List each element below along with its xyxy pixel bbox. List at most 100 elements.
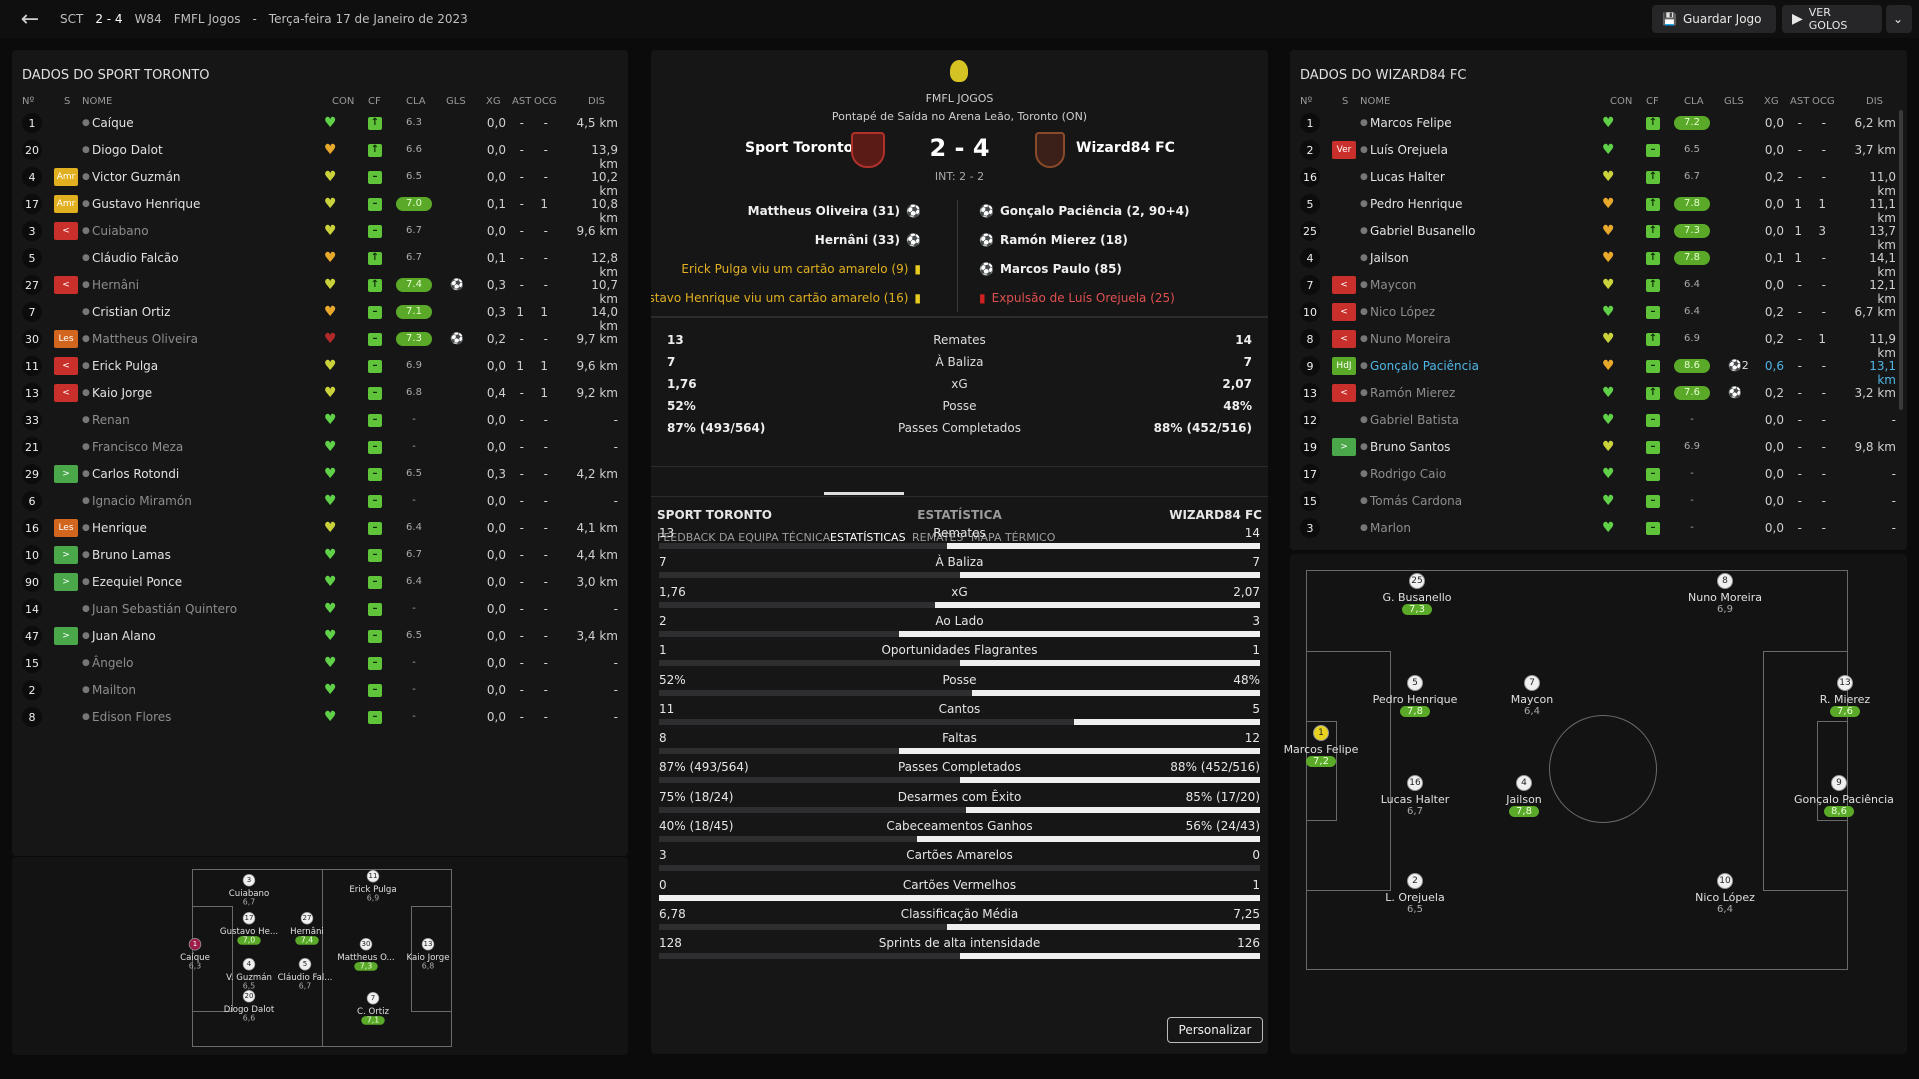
table-row[interactable]: 5 ● Pedro Henrique ♥ ↑ 7.8 0,0 1 1 11,1 km — [1290, 191, 1907, 225]
player-name[interactable]: Bruno Lamas — [92, 548, 171, 562]
player-token[interactable]: 30 Mattheus O... 7,3 — [331, 938, 401, 971]
table-row[interactable]: 17 Amr ● Gustavo Henrique ♥ – 7.0 0,1- 1 10,8 km — [12, 191, 628, 225]
player-name[interactable]: Victor Guzmán — [92, 170, 181, 184]
player-token[interactable]: 25 G. Busanello 7,3 — [1372, 573, 1462, 615]
player-token[interactable]: 13 Kaio Jorge 6,8 — [393, 938, 463, 971]
col-header-gls[interactable]: GLS — [446, 96, 466, 107]
player-name[interactable]: Marlon — [1370, 521, 1411, 535]
player-name[interactable]: Hernâni — [92, 278, 140, 292]
save-game-button[interactable]: 💾 Guardar Jogo — [1652, 5, 1776, 33]
table-row[interactable]: 2 Ver ● Luís Orejuela ♥ –6.5 0,0- -3,7 km — [1290, 137, 1907, 163]
player-token[interactable]: 16 Lucas Halter 6,7 — [1370, 775, 1460, 817]
away-team-name[interactable]: Wizard84 FC — [1076, 140, 1175, 156]
col-header-name[interactable]: NOME — [1360, 96, 1391, 107]
table-row[interactable]: 19 > ● Bruno Santos ♥ –6.9 0,0- -9,8 km — [1290, 434, 1907, 460]
table-row[interactable]: 8 ● Edison Flores ♥ – -0,0- - - — [12, 704, 628, 730]
player-token[interactable]: 20 Diogo Dalot 6,6 — [214, 990, 284, 1023]
player-token[interactable]: 4 Jailson 7,8 — [1479, 775, 1569, 817]
player-name[interactable]: Kaio Jorge — [92, 386, 153, 400]
player-name[interactable]: Tomás Cardona — [1370, 494, 1463, 508]
table-row[interactable]: 15 ● Ângelo ♥ – -0,0- - - — [12, 650, 628, 676]
player-name[interactable]: Lucas Halter — [1370, 170, 1445, 184]
player-name[interactable]: Cuiabano — [92, 224, 149, 238]
player-name[interactable]: Mattheus Oliveira — [92, 332, 198, 346]
player-name[interactable]: Cristian Ortiz — [92, 305, 171, 319]
table-row[interactable]: 14 ● Juan Sebastián Quintero ♥ – -0,0- - - — [12, 596, 628, 622]
goals-dropdown-chevron-icon[interactable]: ⌄ — [1886, 5, 1912, 33]
table-row[interactable]: 13 < ● Ramón Mierez ♥ ↑ 7.6 ⚽ 0,2- -3,2 km — [1290, 380, 1907, 406]
player-name[interactable]: Jailson — [1370, 251, 1409, 265]
player-name[interactable]: Erick Pulga — [92, 359, 159, 373]
table-row[interactable]: 16 ● Lucas Halter ♥ ↑ 6.7 0,2- -11,0 km — [1290, 164, 1907, 198]
player-token[interactable]: 27 Hernâni 7,4 — [272, 912, 342, 945]
player-name[interactable]: Bruno Santos — [1370, 440, 1451, 454]
player-name[interactable]: Gabriel Batista — [1370, 413, 1460, 427]
player-name[interactable]: Gustavo Henrique — [92, 197, 201, 211]
col-header-dis[interactable]: DIS — [1866, 96, 1883, 107]
table-row[interactable]: 27 < ● Hernâni ♥ ↑ 7.4 ⚽ 0,3- -10,7 km — [12, 272, 628, 306]
table-row[interactable]: 7 < ● Maycon ♥ ↑ 6.4 0,0- -12,1 km — [1290, 272, 1907, 306]
player-name[interactable]: Diogo Dalot — [92, 143, 163, 157]
player-name[interactable]: Luís Orejuela — [1370, 143, 1448, 157]
col-header-cf[interactable]: CF — [368, 96, 381, 107]
table-row[interactable]: 1 ● Marcos Felipe ♥ ↑ 7.2 0,0- -6,2 km — [1290, 110, 1907, 136]
tab-3[interactable]: MAPA TÉRMICO — [971, 531, 1056, 544]
table-row[interactable]: 29 > ● Carlos Rotondi ♥ –6.5 0,3- -4,2 km — [12, 461, 628, 487]
col-header-s[interactable]: S — [64, 96, 71, 107]
view-goals-button[interactable]: ▶ VER GOLOS — [1782, 5, 1882, 33]
col-header-dis[interactable]: DIS — [588, 96, 605, 107]
home-team-name[interactable]: Sport Toronto — [745, 140, 854, 156]
competition-link[interactable]: FMFL Jogos — [173, 12, 241, 26]
table-row[interactable]: 4 Amr ● Victor Guzmán ♥ –6.5 0,0- -10,2 km — [12, 164, 628, 198]
table-row[interactable]: 20 ● Diogo Dalot ♥ ↑ 6.6 0,0- -13,9 km — [12, 137, 628, 171]
player-name[interactable]: Ângelo — [92, 656, 134, 670]
player-name[interactable]: Gonçalo Paciência — [1370, 359, 1479, 373]
col-header-cla[interactable]: CLA — [406, 96, 426, 107]
table-row[interactable]: 21 ● Francisco Meza ♥ – -0,0- - - — [12, 434, 628, 460]
player-name[interactable]: Nico López — [1370, 305, 1436, 319]
table-row[interactable]: 17 ● Rodrigo Caio ♥ – -0,0- - - — [1290, 461, 1907, 487]
player-token[interactable]: 13 R. Mierez 7,6 — [1800, 675, 1890, 717]
player-token[interactable]: 9 Gonçalo Paciência 8,6 — [1794, 775, 1894, 817]
table-row[interactable]: 15 ● Tomás Cardona ♥ – -0,0- - - — [1290, 488, 1907, 514]
table-row[interactable]: 30 Les ● Mattheus Oliveira ♥ –7.3 ⚽ 0,2- -9,7 km — [12, 326, 628, 352]
player-name[interactable]: Ezequiel Ponce — [92, 575, 183, 589]
table-row[interactable]: 16 Les ● Henrique ♥ –6.4 0,0- -4,1 km — [12, 515, 628, 541]
player-token[interactable]: 1 Marcos Felipe 7,2 — [1276, 725, 1366, 767]
col-header-con[interactable]: CON — [332, 96, 355, 107]
player-token[interactable]: 4 V. Guzmán 6,5 — [214, 958, 284, 991]
col-header-xg[interactable]: XG — [1764, 96, 1779, 107]
player-token[interactable]: 3 Cuiabano 6,7 — [214, 874, 284, 907]
player-token[interactable]: 7 C. Ortiz 7,1 — [338, 992, 408, 1025]
table-row[interactable]: 47 > ● Juan Alano ♥ –6.5 0,0- -3,4 km — [12, 623, 628, 649]
col-header-no[interactable]: Nº — [1300, 96, 1313, 107]
tab-2[interactable]: REMATES — [912, 531, 964, 544]
col-header-cf[interactable]: CF — [1646, 96, 1659, 107]
player-name[interactable]: Ramón Mierez — [1370, 386, 1456, 400]
personalize-button[interactable]: Personalizar — [1167, 1017, 1263, 1043]
table-row[interactable]: 1 ● Caíque ♥ ↑ 6.3 0,0- -4,5 km — [12, 110, 628, 136]
back-arrow-icon[interactable]: ← — [20, 6, 40, 32]
player-name[interactable]: Henrique — [92, 521, 147, 535]
table-row[interactable]: 10 < ● Nico López ♥ –6.4 0,2- -6,7 km — [1290, 299, 1907, 325]
table-row[interactable]: 7 ● Cristian Ortiz ♥ – 7.1 0,3 1 1 14,0 km — [12, 299, 628, 333]
table-row[interactable]: 3 < ● Cuiabano ♥ –6.7 0,0- -9,6 km — [12, 218, 628, 244]
player-token[interactable]: 5 Pedro Henrique 7,8 — [1370, 675, 1460, 717]
table-row[interactable]: 33 ● Renan ♥ – -0,0- - - — [12, 407, 628, 433]
col-header-con[interactable]: CON — [1610, 96, 1633, 107]
table-row[interactable]: 13 < ● Kaio Jorge ♥ – 6.8 0,4- 1 9,2 km — [12, 380, 628, 406]
table-row[interactable]: 2 ● Mailton ♥ – -0,0- - - — [12, 677, 628, 703]
table-row[interactable]: 6 ● Ignacio Miramón ♥ – -0,0- - - — [12, 488, 628, 514]
player-token[interactable]: 11 Erick Pulga 6,9 — [338, 870, 408, 903]
table-row[interactable]: 90 > ● Ezequiel Ponce ♥ –6.4 0,0- -3,0 km — [12, 569, 628, 595]
player-name[interactable]: Juan Sebastián Quintero — [92, 602, 238, 616]
table-row[interactable]: 4 ● Jailson ♥ ↑ 7.8 0,1 1 - 14,1 km — [1290, 245, 1907, 279]
player-name[interactable]: Edison Flores — [92, 710, 172, 724]
player-name[interactable]: Nuno Moreira — [1370, 332, 1451, 346]
table-row[interactable]: 25 ● Gabriel Busanello ♥ ↑ 7.3 0,0 1 3 13,7 km — [1290, 218, 1907, 252]
scrollbar[interactable] — [1899, 110, 1903, 410]
player-token[interactable]: 5 Cláudio Fal... 6,7 — [270, 958, 340, 991]
col-header-s[interactable]: S — [1342, 96, 1349, 107]
col-header-no[interactable]: Nº — [22, 96, 35, 107]
col-header-ocg[interactable]: OCG — [1812, 96, 1835, 107]
